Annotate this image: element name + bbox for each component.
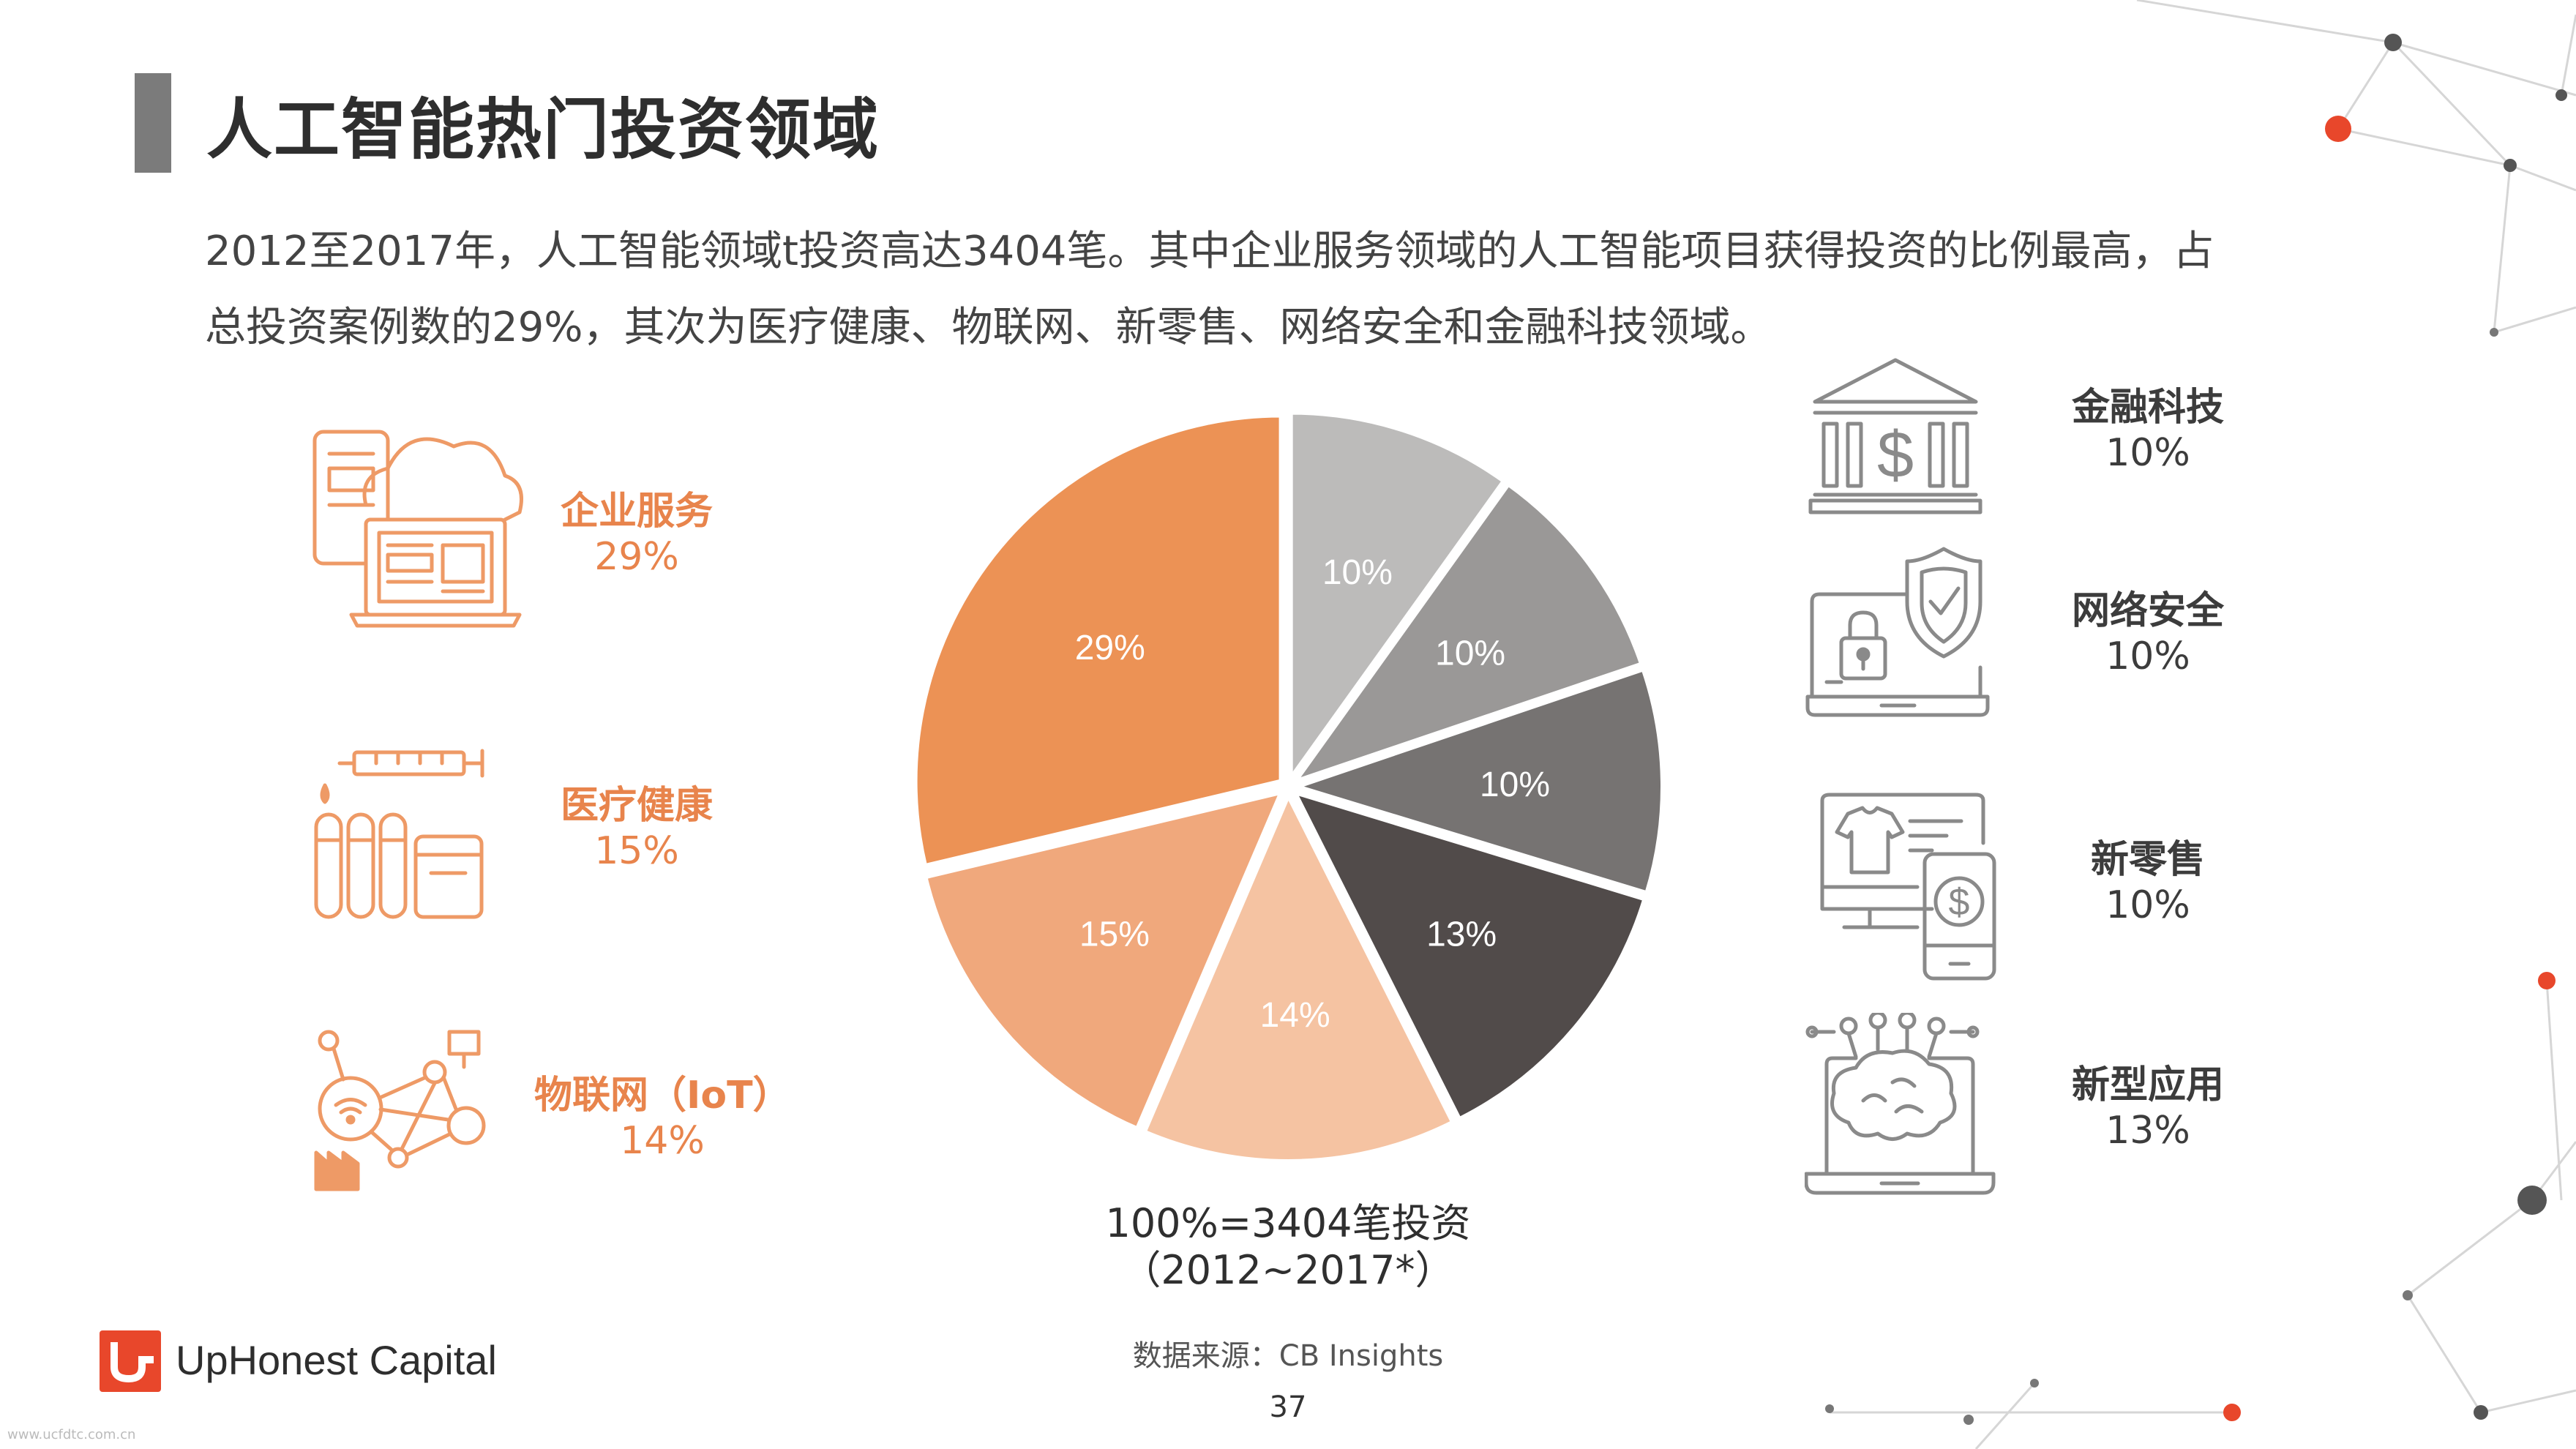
cloud-laptop-icon: [312, 430, 523, 628]
shield-lock-laptop-icon: [1805, 547, 1990, 717]
pie-slice-label-1: 10%: [1435, 634, 1505, 673]
title-accent-bar: [135, 73, 171, 173]
pie-caption: 100%=3404笔投资 （2012~2017*）: [995, 1200, 1581, 1294]
company-logo-text: UpHonest Capital: [176, 1337, 497, 1383]
svg-text:$: $: [1949, 881, 1970, 924]
bank-dollar-icon: $: [1808, 358, 1982, 514]
pie-slice-3: [1290, 788, 1648, 1123]
pie-slice-2: [1289, 666, 1665, 896]
pie-slice-6: [913, 413, 1284, 869]
legend-label-fintech: 金融科技 10%: [2071, 386, 2224, 475]
legend-label-healthcare: 医疗健康 15%: [560, 784, 713, 873]
pie-slice-label-2: 10%: [1480, 765, 1550, 804]
legend-label-cybersecurity: 网络安全 10%: [2071, 589, 2224, 678]
pie-slice-4: [1141, 790, 1456, 1164]
brain-laptop-icon: [1805, 1013, 1996, 1195]
investment-pie-chart: 10% 10% 10% 13% 14% 15% 29%: [913, 410, 1665, 1164]
legend-label-new-retail: 新零售 10%: [2090, 838, 2205, 927]
legend-label-iot: 物联网（IoT） 14%: [534, 1074, 791, 1163]
network-nodes: [1825, 34, 2567, 1425]
pie-slice-1: [1289, 481, 1645, 786]
legend-label-enterprise: 企业服务 29%: [560, 490, 713, 579]
pie-slice-5: [922, 789, 1285, 1132]
iot-network-icon: [314, 1030, 486, 1191]
svg-text:$: $: [1877, 419, 1914, 492]
pie-slice-0: [1288, 410, 1508, 785]
data-source: 数据来源：CB Insights: [1132, 1339, 1444, 1373]
company-logo-mark: [100, 1330, 161, 1392]
retail-shirt-phone-icon: $: [1820, 793, 1996, 981]
pie-slice-label-6: 29%: [1075, 629, 1145, 667]
intro-text-line-1: 2012至2017年，人工智能领域t投资高达3404笔。其中企业服务领域的人工智…: [205, 228, 2214, 275]
pie-caption-total: 100%=3404笔投资: [1105, 1200, 1471, 1246]
pie-slice-label-0: 10%: [1322, 553, 1393, 592]
syringe-test-tubes-icon: [314, 749, 484, 919]
page-title: 人工智能热门投资领域: [206, 91, 880, 168]
page-number: 37: [1269, 1390, 1307, 1424]
pie-caption-period: （2012~2017*）: [1121, 1247, 1455, 1293]
intro-text-line-2: 总投资案例数的29%，其次为医疗健康、物联网、新零售、网络安全和金融科技领域。: [205, 304, 1772, 351]
pie-slice-label-5: 15%: [1079, 916, 1150, 954]
legend-label-new-applications: 新型应用 13%: [2071, 1063, 2224, 1153]
pie-slice-label-3: 13%: [1426, 916, 1497, 954]
watermark: www.ucfdtc.com.cn: [7, 1427, 136, 1442]
pie-slice-label-4: 14%: [1260, 996, 1330, 1035]
